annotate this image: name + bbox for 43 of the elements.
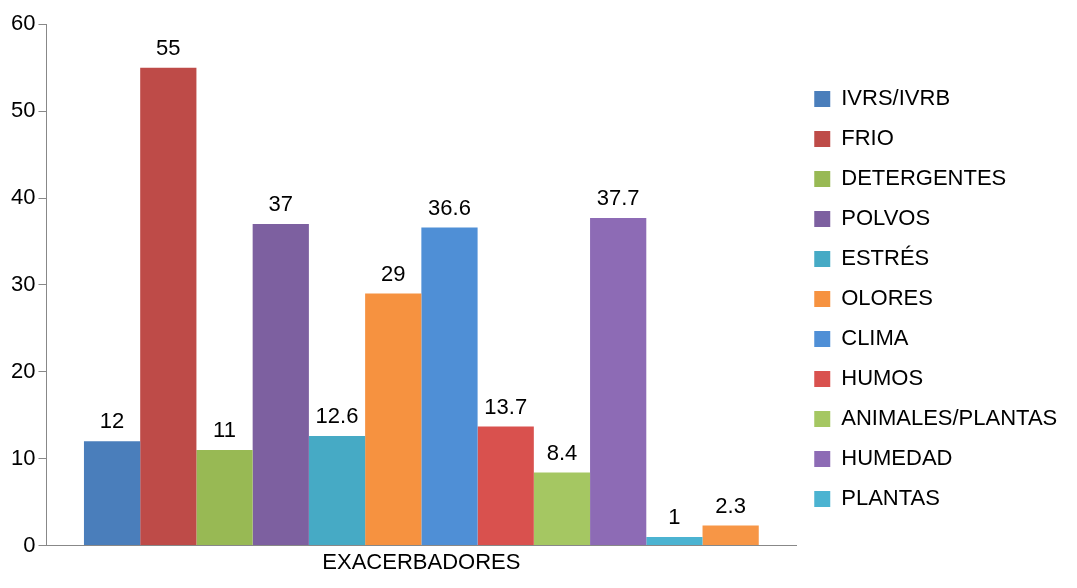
bar: [308, 436, 366, 546]
legend-label: HUMOS: [841, 365, 924, 391]
y-tick-label: 20: [10, 357, 36, 383]
bar: [533, 472, 591, 546]
data-label: 29: [381, 260, 406, 286]
y-tick-label: 60: [10, 10, 36, 36]
y-tick-label: 40: [10, 184, 36, 210]
y-tick-label: 0: [23, 531, 36, 557]
bar: [702, 525, 759, 546]
x-axis-title: EXACERBADORES: [322, 548, 521, 574]
data-label: 11: [213, 417, 236, 443]
bar: [590, 217, 647, 546]
data-label: 37.7: [596, 185, 640, 211]
bar: [252, 224, 309, 546]
legend-label: OLORES: [841, 285, 933, 311]
legend-label: CLIMA: [841, 325, 909, 351]
legend-label: ESTRÉS: [841, 245, 930, 271]
legend-label: HUMEDAD: [841, 445, 953, 471]
y-tick-label: 10: [10, 444, 36, 470]
y-tick-label: 30: [10, 270, 36, 296]
legend-label: DETERGENTES: [841, 165, 1007, 191]
bar: [477, 426, 534, 546]
bar: [83, 441, 141, 546]
data-label: 8.4: [546, 439, 578, 465]
legend-label: PLANTAS: [841, 485, 940, 511]
bar: [365, 293, 422, 546]
data-label: 55: [156, 34, 181, 60]
data-label: 13.7: [484, 393, 528, 419]
legend-label: POLVOS: [841, 205, 931, 231]
legend-label: ANIMALES/PLANTAS: [841, 405, 1058, 431]
bar: [140, 67, 197, 546]
legend-label: FRIO: [841, 125, 894, 151]
y-tick-label: 50: [10, 97, 36, 123]
data-label: 12.6: [315, 403, 359, 429]
data-label: 12: [99, 408, 125, 434]
legend-label: IVRS/IVRB: [841, 85, 951, 111]
bar: [421, 227, 478, 546]
data-label: 37: [268, 191, 294, 217]
bar: [196, 450, 253, 546]
data-label: 36.6: [428, 194, 471, 220]
data-label: 1: [668, 503, 681, 529]
bar: [646, 536, 703, 546]
data-label: 2.3: [715, 492, 746, 518]
